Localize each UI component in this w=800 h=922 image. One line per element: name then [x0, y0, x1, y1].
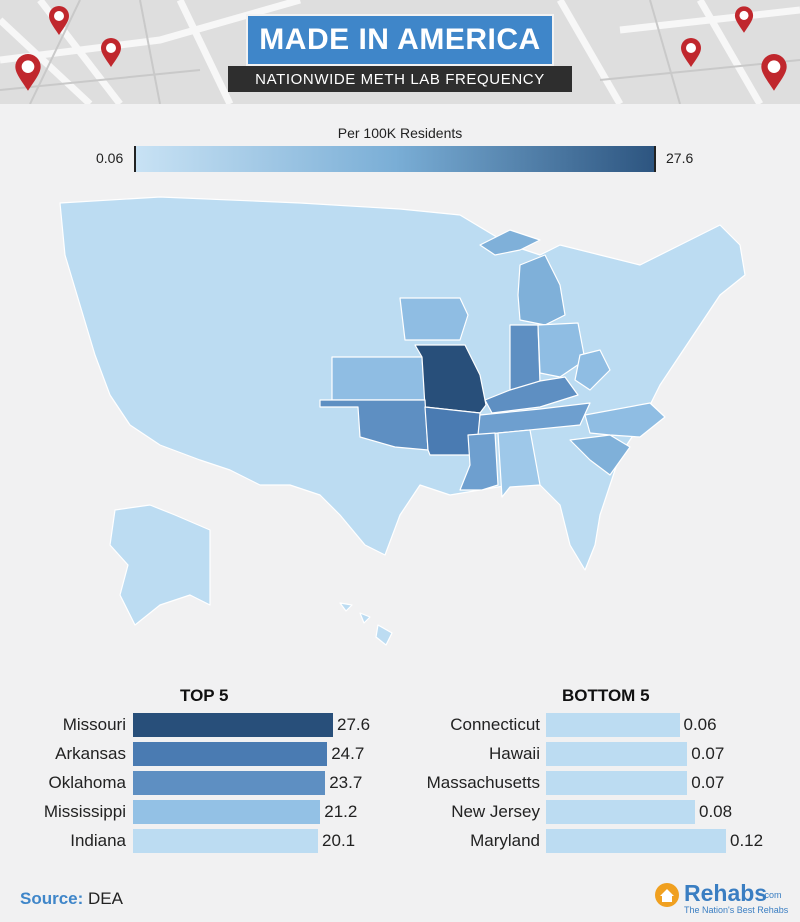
- map-state-kentucky: [484, 376, 579, 414]
- map-state-south-carolina: [569, 434, 631, 476]
- bottom-5-title: BOTTOM 5: [562, 686, 650, 705]
- legend-color-scale: [134, 146, 656, 172]
- house-icon: [655, 883, 679, 907]
- bar: [546, 800, 695, 824]
- header-banner: MADE IN AMERICA NATIONWIDE METH LAB FREQ…: [0, 0, 800, 104]
- map-state-tennessee: [477, 402, 591, 436]
- map-state-north-carolina: [584, 402, 666, 438]
- brand-domain: .com: [762, 890, 782, 900]
- bar: [546, 713, 680, 737]
- map-state-alabama: [497, 429, 541, 498]
- map-state-alaska: [109, 504, 211, 626]
- bar-value-label: 0.06: [683, 715, 717, 734]
- top-5-title: TOP 5: [180, 686, 229, 705]
- brand-logo: Rehabs .com The Nation's Best Rehabs: [654, 880, 788, 916]
- map-state-kansas: [331, 356, 426, 401]
- bar: [133, 713, 333, 737]
- map-state-indiana: [509, 324, 541, 391]
- bar-category-label: Hawaii: [488, 744, 540, 763]
- bar: [133, 771, 326, 795]
- page-subtitle: NATIONWIDE METH LAB FREQUENCY: [228, 66, 572, 92]
- legend-max-value: 27.6: [666, 150, 694, 166]
- map-state-mississippi: [459, 432, 499, 491]
- bar-category-label: Mississippi: [43, 802, 126, 821]
- map-state-ohio: [537, 322, 586, 378]
- bar-category-label: Maryland: [470, 831, 540, 850]
- map-state-missouri: [414, 344, 487, 414]
- bar: [133, 742, 328, 766]
- bar-category-label: Connecticut: [450, 715, 540, 734]
- map-state-west-virginia: [574, 349, 611, 391]
- map-pin-icon: [101, 38, 121, 67]
- legend-min-value: 0.06: [96, 150, 124, 166]
- bar-category-label: Missouri: [62, 715, 126, 734]
- legend-title: Per 100K Residents: [337, 125, 463, 141]
- bar-category-label: Oklahoma: [48, 773, 126, 792]
- bar-category-label: Massachusetts: [426, 773, 540, 792]
- bar-value-label: 20.1: [322, 831, 356, 850]
- map-state-michigan: [479, 229, 566, 326]
- map-pin-icon: [734, 6, 754, 33]
- bar-value-label: 0.12: [730, 831, 764, 850]
- map-state-arkansas: [424, 406, 481, 456]
- map-pin-icon: [681, 38, 701, 67]
- us-choropleth-map: [59, 196, 746, 646]
- bar-value-label: 0.07: [691, 773, 725, 792]
- brand-name: Rehabs: [684, 880, 768, 906]
- bar-category-label: Indiana: [70, 831, 126, 850]
- bar-value-label: 21.2: [324, 802, 358, 821]
- source-label: Source:: [20, 889, 84, 908]
- page-title: MADE IN AMERICA: [246, 14, 554, 66]
- bar-value-label: 24.7: [331, 744, 365, 763]
- bar-value-label: 27.6: [337, 715, 371, 734]
- bar: [133, 829, 319, 853]
- brand-tagline: The Nation's Best Rehabs: [684, 905, 789, 915]
- bar-category-label: Arkansas: [55, 744, 126, 763]
- map-pin-icon: [49, 6, 69, 35]
- map-pin-icon: [761, 54, 787, 91]
- map-state-iowa: [399, 297, 469, 341]
- bar-value-label: 0.08: [699, 802, 733, 821]
- map-state-hawaii: [339, 602, 393, 646]
- bar: [546, 771, 688, 795]
- bar: [546, 742, 688, 766]
- bar-category-label: New Jersey: [451, 802, 540, 821]
- map-pin-icon: [15, 54, 41, 91]
- bar: [133, 800, 321, 824]
- bar-value-label: 23.7: [329, 773, 363, 792]
- source-note: Source: DEA: [20, 889, 123, 909]
- source-value: DEA: [88, 889, 123, 908]
- bar-value-label: 0.07: [691, 744, 725, 763]
- bar: [546, 829, 726, 853]
